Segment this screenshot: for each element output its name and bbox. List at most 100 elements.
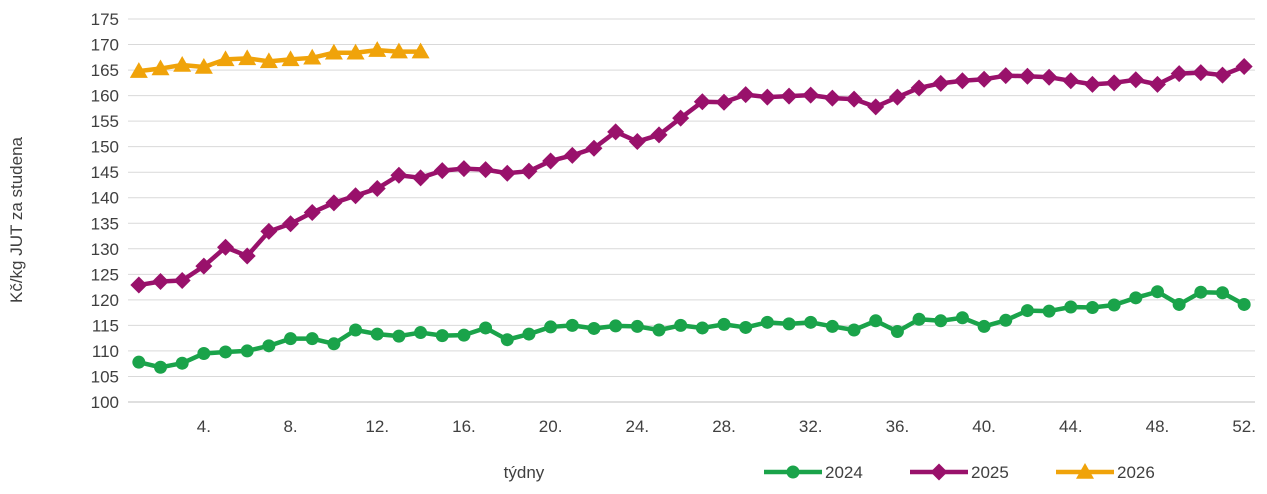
y-tick-label: 105 [91,367,119,386]
data-point [890,325,904,339]
legend-marker [1076,463,1094,479]
data-point [1020,304,1034,318]
data-point [672,109,690,127]
legend-marker [786,465,800,479]
data-point [370,327,384,341]
data-point [368,180,386,198]
data-point [869,314,883,328]
data-point [195,257,213,275]
x-tick-label: 44. [1059,417,1083,436]
data-point [1107,298,1121,312]
data-point [565,318,579,332]
y-tick-label: 145 [91,163,119,182]
data-point [173,271,191,289]
data-point [1148,75,1166,93]
data-point [240,344,254,358]
y-axis-label: Kč/kg JUT za studena [7,136,26,303]
data-point [717,317,731,331]
data-point [650,126,668,144]
data-point [389,42,408,59]
data-point [1172,297,1186,311]
data-point [544,320,558,334]
data-point [1237,297,1251,311]
legend-item: 2025 [910,463,1009,482]
data-point [1129,291,1143,305]
legend-marker [930,463,948,481]
legend-label: 2025 [971,463,1009,482]
x-tick-label: 32. [799,417,823,436]
y-tick-label: 170 [91,36,119,55]
data-point [281,50,300,67]
data-point [520,162,538,180]
legend: 2024 2025 2026 [764,463,1155,482]
data-point [804,315,818,329]
x-tick-label: 52. [1232,417,1256,436]
x-tick-label: 4. [197,417,211,436]
y-tick-label: 135 [91,214,119,233]
data-point [260,222,278,240]
y-tick-label: 100 [91,393,119,412]
data-point [368,41,387,57]
legend-label: 2024 [825,463,863,482]
data-point [151,59,170,76]
data-point [695,321,709,335]
data-point [349,323,363,337]
data-point [955,311,969,325]
data-point [628,133,646,151]
data-point [217,238,235,256]
x-tick-label: 20. [539,417,563,436]
data-point [607,123,625,141]
data-point [498,164,516,182]
data-point [587,321,601,335]
data-point [912,312,926,326]
y-tick-label: 160 [91,87,119,106]
y-tick-label: 130 [91,240,119,259]
data-point [1235,57,1253,75]
data-point [1085,301,1099,315]
data-point [780,87,798,105]
data-point [782,317,796,331]
data-point [630,319,644,333]
data-point [412,169,430,187]
data-point [823,89,841,107]
data-point [154,360,168,374]
series-2024 [132,285,1251,374]
data-point [802,86,820,104]
data-point [585,139,603,157]
data-point [1170,65,1188,83]
data-point [910,79,928,97]
x-axis-label: týdny [504,463,545,482]
data-point [1062,72,1080,90]
data-point [435,329,449,343]
y-tick-label: 110 [92,342,119,361]
series-2025 [130,57,1253,294]
data-point [282,215,300,233]
x-tick-label: 16. [452,417,476,436]
x-tick-label: 48. [1146,417,1170,436]
data-point [1127,71,1145,89]
data-point [392,329,406,343]
data-point [346,43,365,60]
data-point [609,319,623,333]
data-point [303,204,321,222]
data-point [132,355,146,369]
x-tick-label: 40. [972,417,996,436]
data-point [238,49,257,66]
data-point [932,74,950,92]
data-point [500,333,514,347]
data-point [1064,300,1078,314]
data-point [414,326,428,340]
data-point [197,346,211,360]
data-point [129,62,148,78]
legend-label: 2026 [1117,463,1155,482]
data-point [216,50,235,67]
y-tick-label: 140 [91,189,119,208]
data-point [867,98,885,116]
data-point [327,337,341,351]
legend-item: 2024 [764,463,863,482]
series-2026 [129,41,430,78]
data-point [847,323,861,337]
data-point [219,345,233,359]
series-line [138,289,1246,370]
